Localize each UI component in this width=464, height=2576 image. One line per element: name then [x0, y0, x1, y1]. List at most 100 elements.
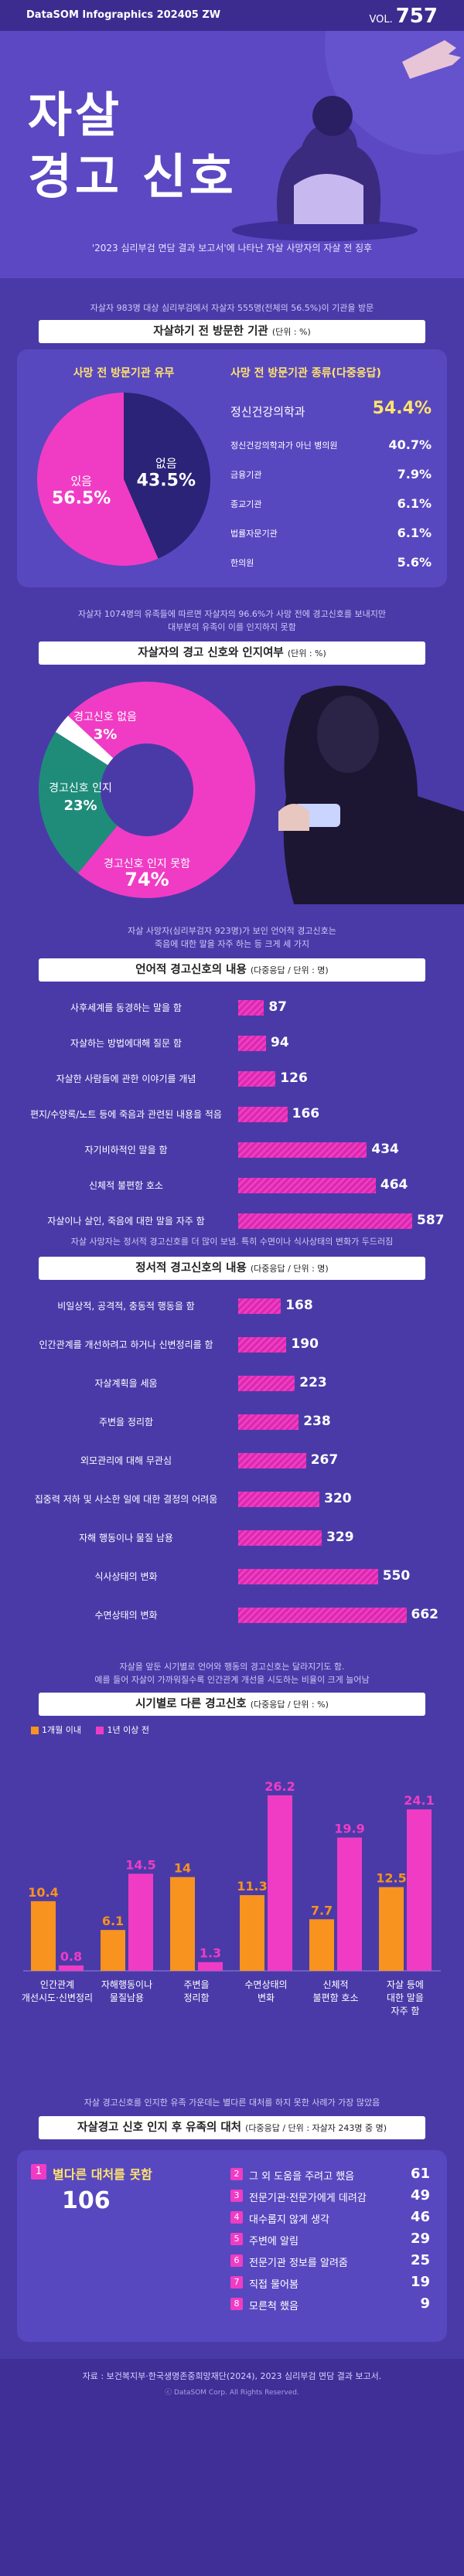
period-value-s0: 7.7 [311, 1903, 333, 1918]
bar-row: 신체적 불편함 호소 464 [22, 1172, 442, 1200]
visit-type-value: 5.6% [397, 555, 432, 570]
period-value-s0: 11.3 [237, 1879, 267, 1894]
bar-mark [238, 1213, 413, 1229]
bar-value: 329 [326, 1530, 354, 1545]
period-value-s1: 26.2 [264, 1779, 295, 1794]
bar-value: 166 [292, 1106, 320, 1121]
bar-mark [238, 1178, 376, 1193]
period-value-s0: 10.4 [28, 1885, 58, 1900]
phone-person-illustration [278, 686, 464, 904]
period-value-s0: 12.5 [376, 1871, 406, 1886]
coping-item: 2 그 외 도움을 주려고 했음 61 [230, 2166, 430, 2186]
visit-type-row: 한의원 5.6% [230, 555, 432, 573]
bar-mark [238, 1530, 322, 1546]
hands-icon [278, 804, 309, 831]
section2-title: 자살자의 경고 신호와 인지여부 [138, 647, 284, 659]
period-bar-s1 [337, 1837, 362, 1971]
period-value-s0: 14 [174, 1861, 191, 1876]
copyright-text: ⓒ DataSOM Corp. All Rights Reserved. [165, 2389, 299, 2397]
pie1-title: 사망 전 방문기관 유무 [73, 367, 175, 379]
bar-label: 인간관계를 개선하려고 하거나 신변정리를 함 [39, 1339, 213, 1350]
donut-label-1: 경고신호 인지 [49, 782, 112, 795]
period-value-s0: 6.1 [102, 1914, 124, 1928]
person-head-icon [312, 96, 353, 136]
bar-row: 편지/수양록/노트 등에 죽음과 관련된 내용을 적음 166 [22, 1101, 442, 1128]
coping-value: 25 [410, 2252, 430, 2268]
coping-item: 8 모른척 했음 9 [230, 2295, 430, 2316]
bar-value: 662 [411, 1607, 439, 1622]
bar-row: 사후세계를 동경하는 말을 함 87 [22, 994, 442, 1022]
bar-row: 자살하는 방법에대해 질문 함 94 [22, 1029, 442, 1057]
period-category-label: 수면상태의 [244, 1979, 287, 1990]
donut-label-0: 경고신호 인지 못함 [104, 858, 190, 870]
visit-type-row: 법률자문기관 6.1% [230, 526, 432, 544]
period-value-s1: 19.9 [334, 1822, 364, 1836]
section3-title-bar: 언어적 경고신호의 내용 (다중응답 / 단위 : 명) [39, 958, 425, 982]
visit-type-value: 7.9% [397, 467, 432, 482]
period-bar-s1 [268, 1795, 292, 1971]
donut-value-0: 74% [125, 869, 169, 890]
period-category-label: 자해행동이나 [101, 1979, 152, 1990]
coping-rank: 7 [230, 2276, 243, 2288]
coping-first-value: 106 [62, 2187, 111, 2214]
section6-unit: (다중응답 / 단위 : 자살자 243명 중 명) [245, 2123, 387, 2133]
bar-label: 주변을 정리함 [98, 1416, 154, 1428]
period-bar-s0 [240, 1895, 264, 1971]
bar-row: 자살계획을 세움 223 [22, 1370, 442, 1397]
hero-title-line1: 자살 [28, 87, 123, 143]
bar-value: 587 [417, 1213, 445, 1228]
hero-section: 자살 경고 신호 '2023 심리부검 면담 결과 보고서'에 나타난 자살 사… [0, 31, 464, 278]
coping-item: 3 전문기관·전문가에게 데려감 49 [230, 2187, 430, 2207]
period-category-label: 신체적 [322, 1979, 348, 1990]
period-category-label: 물질남용 [110, 1992, 144, 2003]
legend-1year: 1년 이상 전 [96, 1725, 149, 1735]
bar-label: 편지/수양록/노트 등에 죽음과 관련된 내용을 적음 [30, 1108, 222, 1120]
period-category-label: 자주 함 [391, 2006, 420, 2016]
period-bar-s1 [198, 1962, 223, 1971]
period-bar-s1 [59, 1965, 84, 1971]
coping-value: 29 [410, 2231, 430, 2247]
visit-type-row: 금융기관 7.9% [230, 467, 432, 485]
visit-type-value: 6.1% [397, 526, 432, 540]
bar-label: 자기비하적인 말을 함 [84, 1144, 168, 1155]
coping-value: 49 [410, 2187, 430, 2203]
coping-rank: 3 [230, 2190, 243, 2202]
bar-label: 자살하는 방법에대해 질문 함 [70, 1037, 182, 1049]
bar-row: 자해 행동이나 물질 남용 329 [22, 1524, 442, 1552]
pie1-label-1: 있음 [70, 474, 92, 488]
period-bar-s0 [170, 1877, 195, 1971]
bar-label: 수면상태의 변화 [94, 1609, 158, 1621]
period-value-s1: 14.5 [125, 1857, 155, 1872]
coping-value: 19 [410, 2274, 430, 2290]
period-category-label: 개선시도·신변정리 [22, 1992, 93, 2003]
section1-title-bar: 자살하기 전 방문한 기관 (단위 : %) [39, 320, 425, 343]
section4-title-bar: 정서적 경고신호의 내용 (다중응답 / 단위 : 명) [39, 1257, 425, 1280]
bar-mark [238, 1000, 264, 1016]
pie1-slice-0 [124, 393, 211, 559]
brand-label: DataSOM Infographics 202405 ZW [26, 9, 221, 21]
coping-label: 주변에 알림 [249, 2236, 299, 2248]
coping-first-label: 별다른 대처를 못함 [53, 2167, 152, 2182]
period-value-s1: 0.8 [60, 1949, 82, 1964]
section6-title-bar: 자살경고 신호 인지 후 유족의 대처 (다중응답 / 단위 : 자살자 243… [39, 2116, 425, 2139]
section3-title: 언어적 경고신호의 내용 [135, 964, 247, 976]
bar-label: 자해 행동이나 물질 남용 [79, 1532, 173, 1543]
coping-label: 직접 물어봄 [249, 2279, 299, 2291]
period-bar-s0 [31, 1901, 56, 1971]
donut-slice-0 [67, 682, 255, 898]
section6-note: 자살 경고신호를 인지한 유족 가운데는 별다른 대처를 하지 못한 사례가 가… [84, 2098, 380, 2108]
section5-unit: (다중응답 / 단위 : %) [250, 1700, 329, 1710]
visit-type-label: 정신건강의학과 [230, 405, 305, 419]
bar-mark [238, 1376, 295, 1391]
coping-rank: 2 [230, 2168, 243, 2180]
coping-label: 그 외 도움을 주려고 했음 [249, 2171, 355, 2183]
period-legend: 1개월 이내 1년 이상 전 [31, 1724, 149, 1736]
bar-value: 126 [280, 1070, 308, 1086]
period-bar-s0 [101, 1930, 125, 1971]
section1-title: 자살하기 전 방문한 기관 [153, 325, 268, 338]
person-legs-icon [294, 174, 363, 224]
bar-value: 464 [380, 1177, 408, 1193]
bar-mark [238, 1337, 287, 1353]
